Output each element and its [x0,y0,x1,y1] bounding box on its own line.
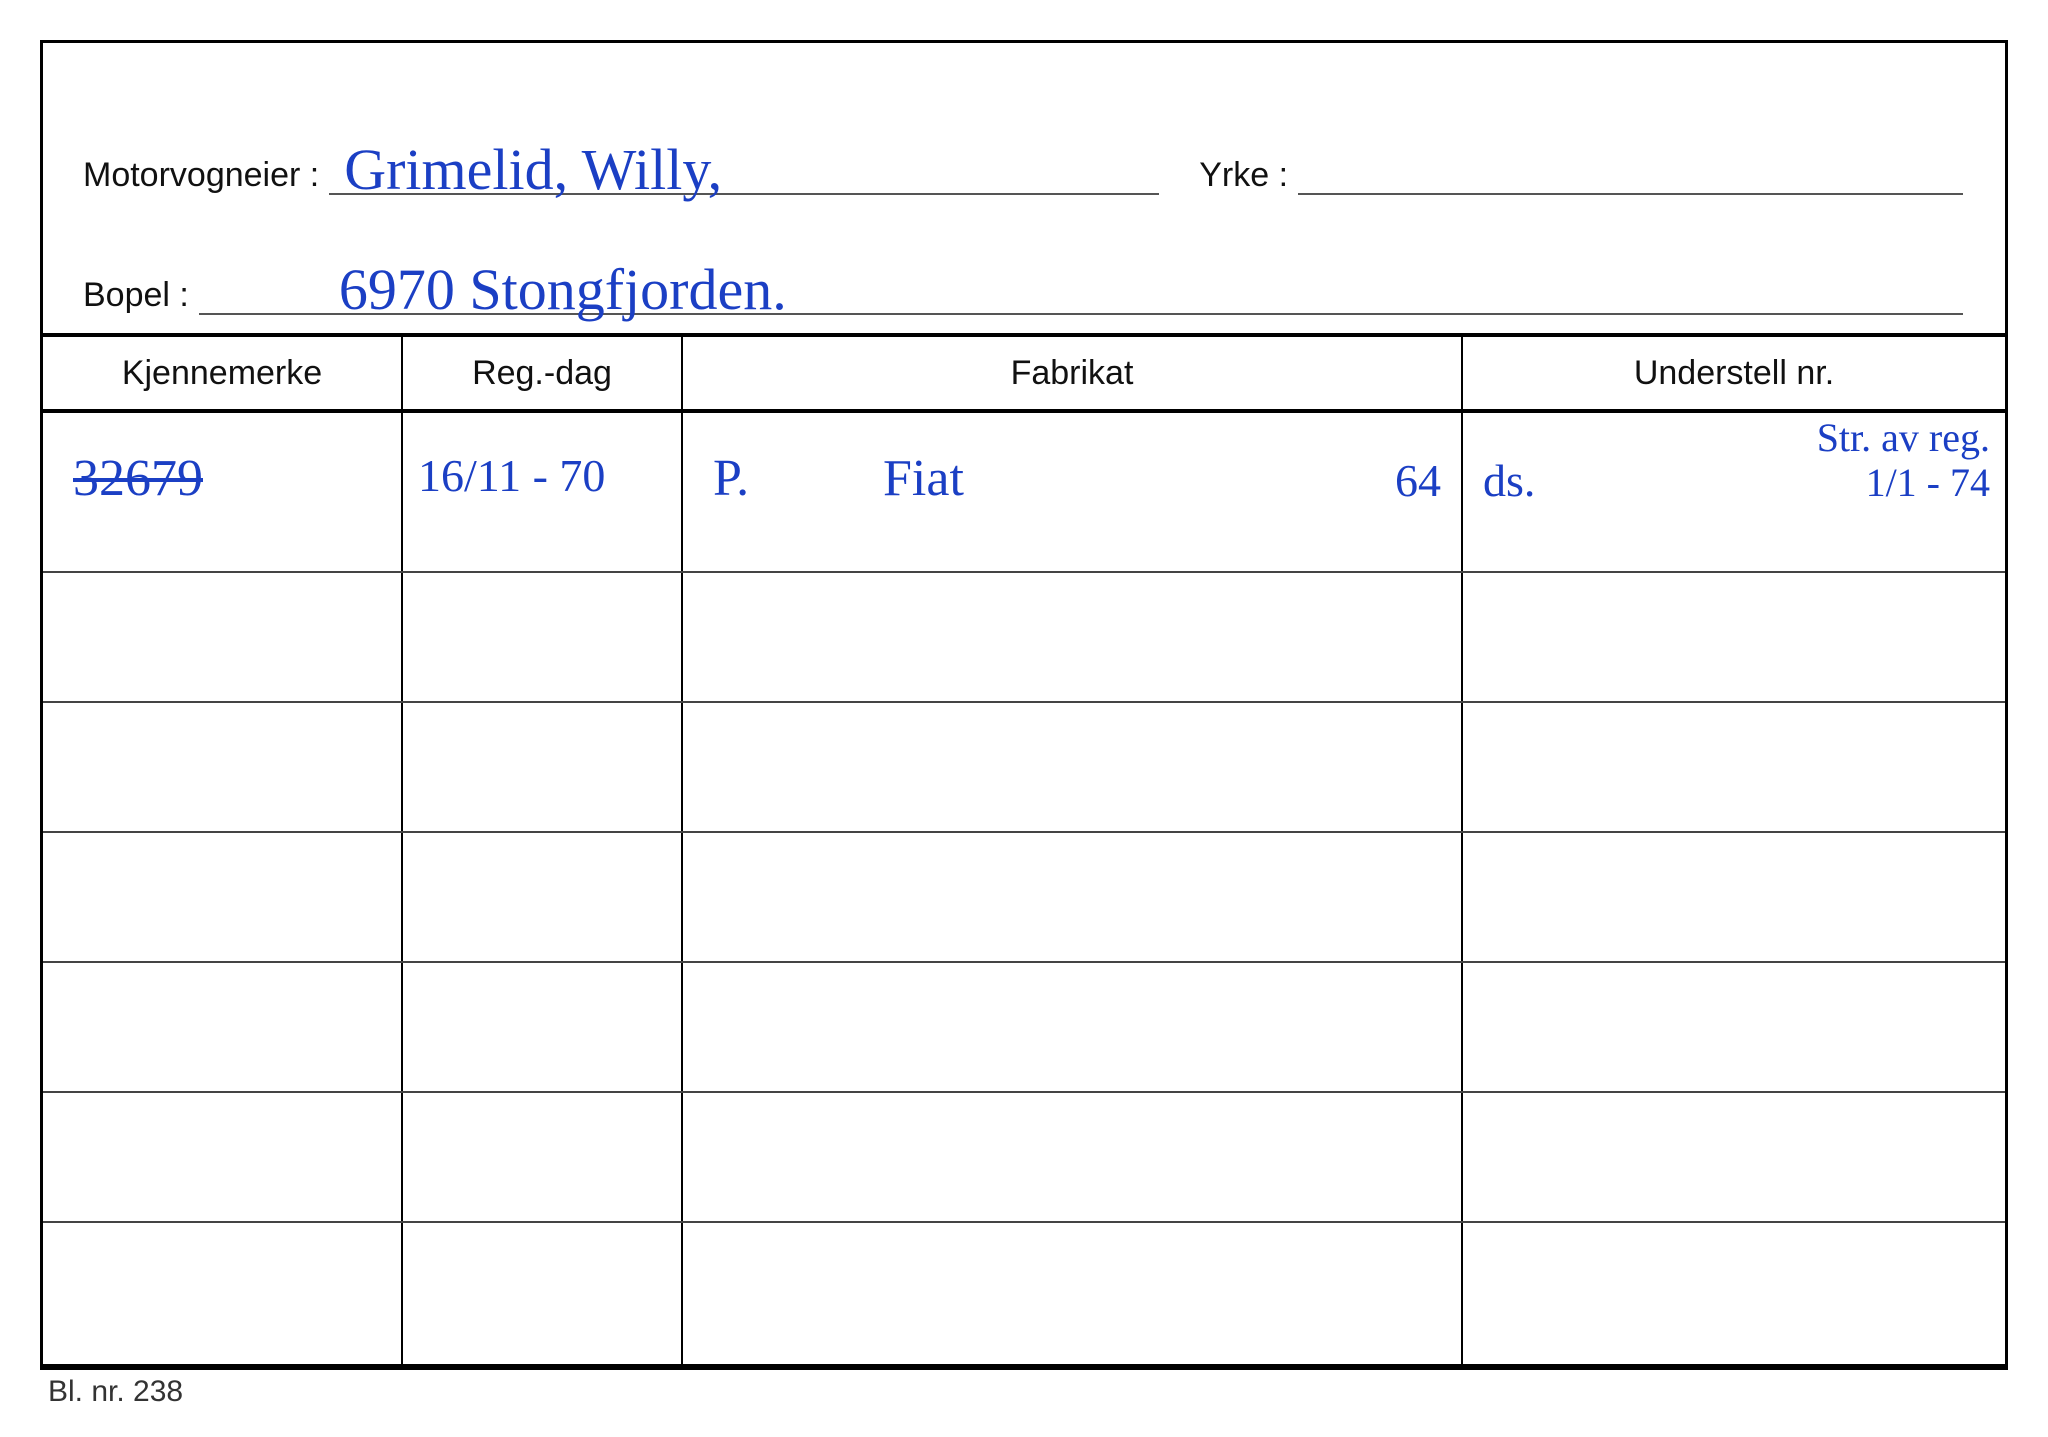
cell-empty [683,573,1463,701]
cell-empty [403,1223,683,1364]
owner-value: Grimelid, Willy, [344,141,722,199]
table-row [43,703,2005,833]
cell-empty [403,833,683,961]
cell-empty [403,573,683,701]
understell-left: ds. [1483,458,1535,504]
address-line: 6970 Stongfjorden. [199,253,1963,315]
cell-empty [683,963,1463,1091]
address-row: Bopel : 6970 Stongfjorden. [83,253,1963,315]
cell-empty [43,833,403,961]
cell-empty [683,1223,1463,1364]
reg-dag-value: 16/11 - 70 [418,453,605,499]
address-label: Bopel : [83,276,199,315]
cell-empty [403,963,683,1091]
cell-empty [43,1093,403,1221]
table-row [43,963,2005,1093]
page: Motorvogneier : Grimelid, Willy, Yrke : … [0,0,2048,1437]
table-body: 32679 16/11 - 70 P. Fiat 64 ds. Str. av … [43,413,2005,1367]
table-row: 32679 16/11 - 70 P. Fiat 64 ds. Str. av … [43,413,2005,573]
cell-empty [43,703,403,831]
fabrikat-mid: Fiat [883,453,964,505]
cell-kjennemerke: 32679 [43,413,403,571]
th-fabrikat: Fabrikat [683,337,1463,409]
table-row [43,1093,2005,1223]
registration-card: Motorvogneier : Grimelid, Willy, Yrke : … [40,40,2008,1370]
table-header: Kjennemerke Reg.-dag Fabrikat Understell… [43,333,2005,413]
owner-line: Grimelid, Willy, [329,133,1159,195]
cell-empty [1463,963,2005,1091]
cell-empty [43,1223,403,1364]
cell-reg-dag: 16/11 - 70 [403,413,683,571]
occupation-label: Yrke : [1159,156,1298,195]
owner-label: Motorvogneier : [83,156,329,195]
cell-empty [683,703,1463,831]
cell-empty [43,573,403,701]
cell-empty [43,963,403,1091]
fabrikat-left: P. [713,453,749,505]
card-header: Motorvogneier : Grimelid, Willy, Yrke : … [43,43,2005,333]
fabrikat-right: 64 [1395,458,1441,504]
cell-empty [1463,1223,2005,1364]
understell-note-top: Str. av reg. [1817,418,1990,458]
kjennemerke-value: 32679 [73,453,203,505]
table-row [43,573,2005,703]
cell-fabrikat: P. Fiat 64 [683,413,1463,571]
th-kjennemerke: Kjennemerke [43,337,403,409]
address-value: 6970 Stongfjorden. [339,261,787,319]
cell-empty [1463,833,2005,961]
owner-row: Motorvogneier : Grimelid, Willy, Yrke : [83,133,1963,195]
cell-empty [1463,573,2005,701]
cell-empty [403,703,683,831]
occupation-line [1298,133,1963,195]
cell-empty [683,1093,1463,1221]
th-understell: Understell nr. [1463,337,2005,409]
cell-empty [683,833,1463,961]
cell-understell: ds. Str. av reg. 1/1 - 74 [1463,413,2005,571]
cell-empty [1463,1093,2005,1221]
table-row [43,833,2005,963]
cell-empty [1463,703,2005,831]
table-row [43,1223,2005,1368]
form-number: Bl. nr. 238 [48,1375,183,1409]
understell-note-bot: 1/1 - 74 [1866,463,1990,503]
cell-empty [403,1093,683,1221]
th-reg-dag: Reg.-dag [403,337,683,409]
